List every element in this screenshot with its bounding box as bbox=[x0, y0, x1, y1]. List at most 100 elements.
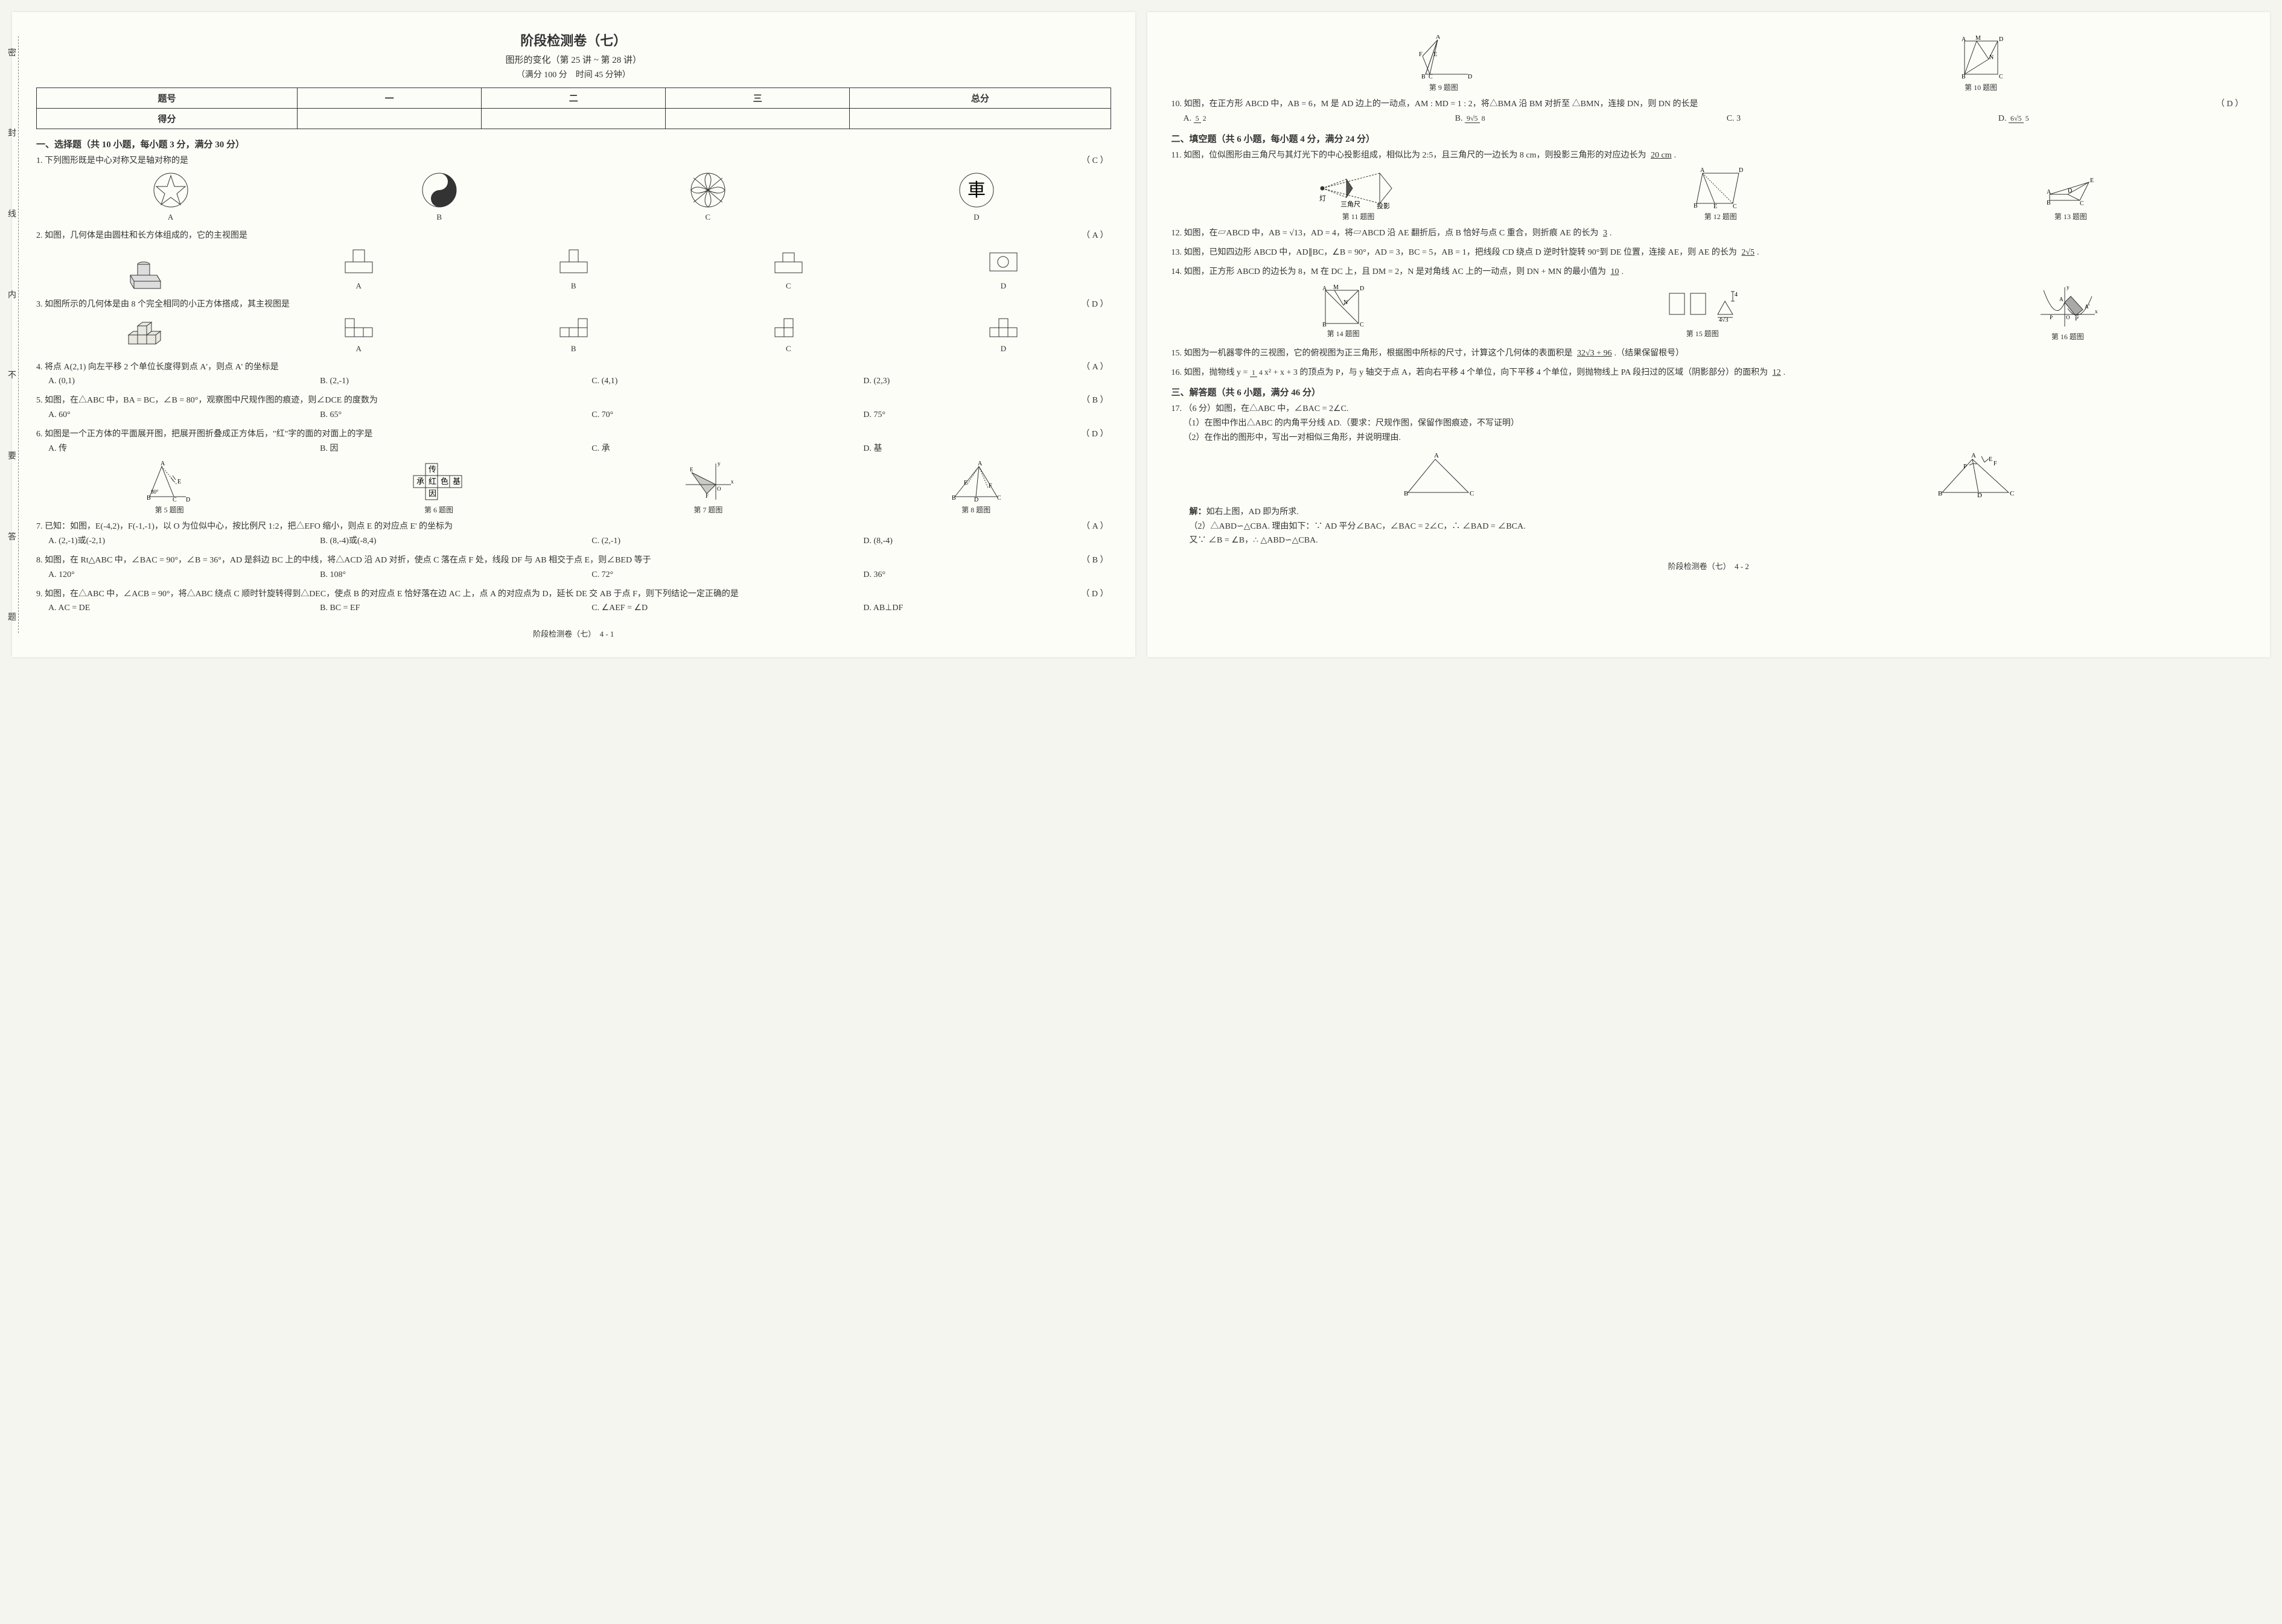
q17-fig-left: ABC bbox=[1399, 450, 1477, 500]
q14-text: 14. 如图，正方形 ABCD 的边长为 8，M 在 DC 上，且 DM = 2… bbox=[1171, 267, 1606, 276]
q13-text: 13. 如图，已知四边形 ABCD 中，AD∥BC，∠B = 90°，AD = … bbox=[1171, 248, 1737, 257]
svg-text:E: E bbox=[690, 467, 693, 473]
q3-opt-a: A bbox=[251, 316, 466, 355]
q7-opt-d: D. (8,-4) bbox=[863, 534, 1111, 549]
q1-label-d: D bbox=[974, 212, 979, 221]
tri-abc-d-icon: ABCDPEF bbox=[1933, 450, 2018, 498]
svg-text:N: N bbox=[1343, 299, 1348, 306]
q11-period: . bbox=[1674, 151, 1677, 160]
figure-row-9-10: ABCDEF 第 9 题图 AMDBCN 第 10 题图 bbox=[1171, 35, 2246, 92]
question-5: 5. 如图，在△ABC 中，BA = BC，∠B = 80°，观察图中尺规作图的… bbox=[36, 393, 1111, 422]
svg-text:A: A bbox=[1436, 35, 1441, 40]
fig-12: ADBEC 第 12 题图 bbox=[1691, 167, 1751, 221]
svg-text:y: y bbox=[2067, 284, 2070, 290]
q10-opt-c: C. 3 bbox=[1727, 112, 1974, 126]
svg-text:M: M bbox=[1333, 284, 1339, 291]
q17-sol1: 如右上图，AD 即为所求. bbox=[1206, 508, 1299, 517]
svg-text:x: x bbox=[2095, 308, 2098, 314]
net-char-2: 红 bbox=[429, 477, 436, 486]
svg-text:C: C bbox=[2080, 200, 2084, 207]
question-12: 12. 如图，在▱ABCD 中，AB = √13，AD = 4，将▱ABCD 沿… bbox=[1171, 226, 2246, 241]
q11-answer: 20 cm bbox=[1648, 151, 1674, 160]
score-cell-2 bbox=[482, 109, 666, 129]
score-cell-1 bbox=[298, 109, 482, 129]
fig-8: ABCDEF 第 8 题图 bbox=[949, 460, 1003, 515]
question-15: 15. 如图为一机器零件的三视图，它的俯视图为正三角形，根据图中所标的尺寸，计算… bbox=[1171, 346, 2246, 361]
char-xian: 线 bbox=[8, 208, 16, 220]
char-ti: 题 bbox=[8, 611, 16, 623]
fig14-icon: ADBCMN bbox=[1319, 284, 1368, 326]
q2-label-a: A bbox=[355, 281, 361, 290]
q5-opt-a: A. 60° bbox=[48, 408, 296, 422]
q3-opt-d: D bbox=[896, 316, 1111, 355]
svg-text:C: C bbox=[1470, 490, 1474, 497]
view-b-icon bbox=[557, 247, 590, 277]
char-yao: 要 bbox=[8, 450, 16, 462]
char-da: 答 bbox=[8, 530, 16, 543]
grid-d-icon bbox=[987, 316, 1020, 340]
cubes-icon bbox=[123, 317, 165, 353]
q4-opt-d: D. (2,3) bbox=[863, 374, 1111, 389]
svg-text:4√3: 4√3 bbox=[1719, 317, 1729, 323]
row-score-label: 得分 bbox=[37, 109, 298, 129]
fig10-icon: AMDBCN bbox=[1955, 35, 2007, 80]
section-3-head: 三、解答题（共 6 小题，满分 46 分） bbox=[1171, 386, 2246, 398]
q9-opt-c: C. ∠AEF = ∠D bbox=[591, 601, 839, 616]
q7-text: 7. 已知：如图，E(-4,2)，F(-1,-1)，以 O 为位似中心，按比例尺… bbox=[36, 522, 453, 531]
svg-text:C: C bbox=[1429, 74, 1433, 80]
fig14-caption: 第 14 题图 bbox=[1327, 330, 1360, 338]
svg-text:D: D bbox=[974, 497, 978, 503]
q17-text: 17. （6 分）如图，在△ABC 中，∠BAC = 2∠C. bbox=[1171, 402, 2246, 416]
q8-opt-c: C. 72° bbox=[591, 568, 839, 582]
svg-text:M: M bbox=[1975, 35, 1981, 42]
q1-opt-b: B bbox=[305, 172, 573, 224]
svg-text:C: C bbox=[1999, 74, 2003, 80]
net-char-4: 基 bbox=[453, 477, 461, 486]
q2-answer: （ A ） bbox=[1082, 229, 1108, 243]
q1-opt-a: A bbox=[36, 172, 305, 224]
question-1: 1. 下列图形既是中心对称又是轴对称的是 （ C ） A B C 車 D bbox=[36, 154, 1111, 224]
fig-5: BACDE80° 第 5 题图 bbox=[144, 460, 195, 515]
q12-period: . bbox=[1610, 229, 1612, 238]
q10-a-den: 2 bbox=[1201, 114, 1208, 123]
q17-p1: （1）在图中作出△ABC 的内角平分线 AD.（要求：尺规作图，保留作图痕迹，不… bbox=[1184, 416, 2246, 431]
q1-opt-c: C bbox=[573, 172, 842, 224]
score-cell-3 bbox=[666, 109, 850, 129]
fig7-icon: xyEFO bbox=[683, 460, 734, 503]
question-7: 7. 已知：如图，E(-4,2)，F(-1,-1)，以 O 为位似中心，按比例尺… bbox=[36, 520, 1111, 549]
q10-a-num: 5 bbox=[1194, 114, 1201, 123]
char-nei: 内 bbox=[8, 288, 16, 301]
svg-text:C: C bbox=[997, 495, 1001, 502]
q10-opt-a: A. 52 bbox=[1184, 112, 1431, 126]
char-feng: 封 bbox=[8, 127, 16, 139]
q10-b-label: B. bbox=[1455, 114, 1463, 123]
svg-text:A: A bbox=[1700, 167, 1705, 174]
svg-text:A: A bbox=[1971, 452, 1976, 459]
q2-opt-a: A bbox=[251, 247, 466, 293]
q10-text: 10. 如图，在正方形 ABCD 中，AB = 6，M 是 AD 边上的一动点，… bbox=[1171, 100, 1698, 109]
q16-mid: x² + x + 3 的顶点为 P，与 y 轴交于点 A，若向右平移 4 个单位… bbox=[1264, 368, 1768, 377]
q9-answer: （ D ） bbox=[1081, 587, 1108, 602]
svg-text:x: x bbox=[731, 479, 734, 485]
fig8-icon: ABCDEF bbox=[949, 460, 1003, 503]
svg-text:D: D bbox=[1977, 492, 1982, 498]
question-11: 11. 如图，位似图形由三角尺与其灯光下的中心投影组成，相似比为 2:5，且三角… bbox=[1171, 148, 2246, 163]
q10-d-label: D. bbox=[1998, 114, 2007, 123]
q3-label-a: A bbox=[355, 344, 361, 353]
svg-text:B: B bbox=[2047, 200, 2051, 206]
th-total: 总分 bbox=[850, 88, 1111, 109]
q7-opt-b: B. (8,-4)或(-8,4) bbox=[320, 534, 567, 549]
svg-text:E: E bbox=[964, 480, 967, 486]
q9-text: 9. 如图，在△ABC 中，∠ACB = 90°，将△ABC 绕点 C 顺时针旋… bbox=[36, 590, 739, 599]
q5-text: 5. 如图，在△ABC 中，BA = BC，∠B = 80°，观察图中尺规作图的… bbox=[36, 396, 378, 405]
q10-b-num: 9√5 bbox=[1465, 114, 1480, 123]
score-table: 题号 一 二 三 总分 得分 bbox=[36, 88, 1111, 129]
svg-text:E: E bbox=[1713, 203, 1717, 209]
svg-text:E: E bbox=[2090, 177, 2094, 184]
fig6-icon: 传 承 红 色 基 因 bbox=[410, 460, 468, 503]
question-9: 9. 如图，在△ABC 中，∠ACB = 90°，将△ABC 绕点 C 顺时针旋… bbox=[36, 587, 1111, 616]
fig11-caption: 第 11 题图 bbox=[1342, 212, 1375, 221]
q6-text: 6. 如图是一个正方体的平面展开图，把展开图折叠成正方体后，"红"字的面的对面上… bbox=[36, 430, 372, 439]
svg-text:O: O bbox=[2066, 314, 2070, 320]
char-mi: 密 bbox=[8, 46, 16, 59]
